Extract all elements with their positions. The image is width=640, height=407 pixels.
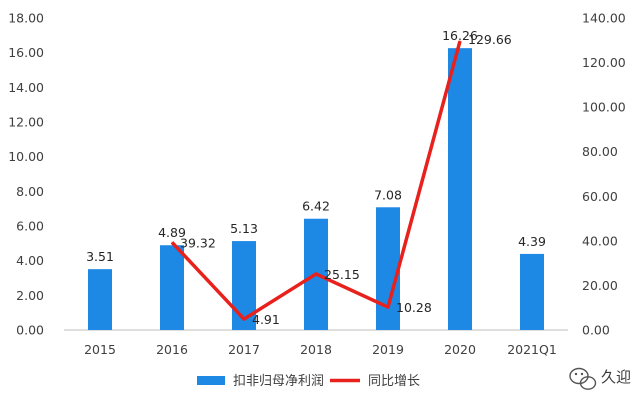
left-tick-label: 8.00 (16, 184, 44, 199)
right-tick-label: 80.00 (582, 144, 618, 159)
bar (520, 253, 544, 330)
line-data-label: 25.15 (324, 267, 360, 282)
line-series (170, 40, 462, 321)
line-point (459, 40, 461, 42)
legend: 扣非归母净利润 同比增长 (197, 374, 420, 389)
bar-data-label: 6.42 (302, 199, 330, 214)
line-data-label: 129.66 (468, 32, 512, 47)
x-tick-label: 2017 (228, 342, 260, 357)
line-data-label: 4.91 (252, 312, 280, 327)
left-tick-label: 0.00 (16, 323, 44, 338)
left-tick-label: 2.00 (16, 288, 44, 303)
bar-data-label: 4.39 (518, 234, 546, 249)
bar-data-label: 3.51 (86, 249, 114, 264)
right-tick-label: 140.00 (582, 11, 626, 26)
legend-bar-swatch (197, 376, 225, 385)
bar (88, 269, 112, 330)
left-tick-label: 12.00 (8, 115, 44, 130)
x-tick-label: 2019 (372, 342, 404, 357)
right-axis-ticks: 0.00 20.00 40.00 60.00 80.00 100.00 120.00 140.… (582, 11, 626, 338)
watermark-text: 久迎 (601, 368, 631, 386)
left-tick-label: 10.00 (8, 149, 44, 164)
bar-data-label: 7.08 (374, 187, 402, 202)
right-tick-label: 100.00 (582, 100, 626, 115)
right-tick-label: 20.00 (582, 278, 618, 293)
right-tick-label: 60.00 (582, 189, 618, 204)
left-tick-label: 16.00 (8, 45, 44, 60)
line-data-label: 39.32 (180, 235, 216, 250)
x-tick-label: 2016 (156, 342, 188, 357)
line-data-labels: 39.32 4.91 25.15 10.28 129.66 (180, 32, 512, 327)
line-point (243, 318, 245, 320)
legend-line-label: 同比增长 (368, 374, 420, 389)
x-tick-label: 2021Q1 (507, 342, 557, 357)
left-tick-label: 14.00 (8, 80, 44, 95)
bar (160, 245, 184, 330)
legend-bar-label: 扣非归母净利润 (233, 374, 324, 389)
line-point (171, 241, 173, 243)
bar-data-label: 4.89 (158, 225, 186, 240)
watermark: 久迎 (569, 367, 631, 390)
wechat-icon (569, 367, 597, 390)
bar-data-labels: 3.51 4.89 5.13 6.42 7.08 16.26 4.39 (86, 28, 546, 264)
left-tick-label: 4.00 (16, 253, 44, 268)
left-axis-ticks: 0.00 2.00 4.00 6.00 8.00 10.00 12.00 14.00 16.00… (8, 11, 44, 338)
x-axis-ticks: 2015 2016 2017 2018 2019 2020 2021Q1 (84, 342, 557, 357)
x-tick-label: 2015 (84, 342, 116, 357)
left-tick-label: 18.00 (8, 11, 44, 26)
right-tick-label: 40.00 (582, 233, 618, 248)
line-point (387, 306, 389, 308)
x-tick-label: 2020 (444, 342, 476, 357)
right-tick-label: 0.00 (582, 323, 610, 338)
line-point (315, 273, 317, 275)
bar-data-label: 5.13 (230, 221, 258, 236)
bar-data-label: 16.26 (442, 28, 478, 43)
x-tick-label: 2018 (300, 342, 332, 357)
right-tick-label: 120.00 (582, 55, 626, 70)
bar (376, 207, 400, 330)
bar-series (88, 48, 544, 330)
line-data-label: 10.28 (396, 300, 432, 315)
bar (448, 48, 472, 330)
left-tick-label: 6.00 (16, 219, 44, 234)
